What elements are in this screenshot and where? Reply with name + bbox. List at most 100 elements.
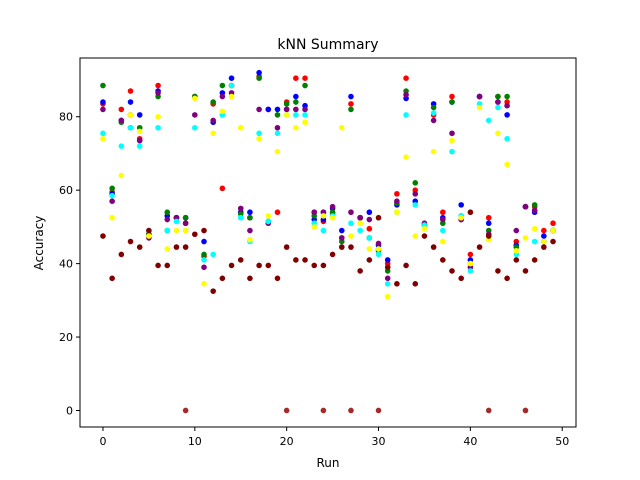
data-point — [476, 93, 483, 100]
data-point — [320, 227, 327, 234]
data-point — [384, 281, 391, 287]
data-point — [440, 227, 446, 234]
data-point — [256, 75, 262, 81]
data-point — [192, 95, 198, 102]
data-point — [384, 257, 391, 263]
data-point — [449, 130, 455, 137]
y-tick-label: 80 — [59, 111, 73, 124]
data-point — [293, 75, 299, 81]
data-point — [348, 209, 354, 216]
data-point — [504, 161, 510, 168]
data-point — [237, 205, 244, 212]
data-point — [375, 407, 382, 414]
data-point — [109, 214, 115, 221]
data-point — [366, 257, 373, 263]
data-point — [109, 192, 115, 199]
data-point — [302, 106, 308, 113]
data-point — [127, 99, 134, 105]
data-point — [100, 99, 106, 105]
data-point — [458, 275, 464, 282]
data-point — [412, 180, 419, 186]
data-point — [136, 128, 143, 135]
data-point — [219, 275, 226, 282]
data-point — [329, 214, 336, 221]
data-point — [283, 101, 290, 107]
x-tick-label: 50 — [555, 435, 569, 448]
data-point — [155, 262, 161, 269]
data-point — [531, 257, 538, 263]
data-point — [247, 275, 253, 282]
data-point — [247, 214, 253, 221]
data-point — [302, 119, 308, 126]
data-point — [311, 224, 318, 230]
data-point — [504, 93, 510, 100]
data-point — [228, 262, 235, 269]
data-point — [541, 238, 547, 245]
data-point — [155, 124, 161, 131]
data-point — [495, 268, 501, 274]
data-point — [504, 135, 510, 142]
data-point — [256, 262, 262, 269]
data-point — [348, 220, 354, 227]
data-point — [513, 227, 520, 234]
data-point — [274, 148, 281, 155]
data-point — [219, 108, 226, 115]
data-point — [100, 82, 106, 89]
data-point — [302, 257, 308, 263]
data-point — [467, 260, 474, 267]
data-point — [320, 213, 327, 219]
plot-frame — [79, 57, 577, 428]
data-point — [338, 235, 345, 241]
data-point — [412, 281, 419, 287]
data-point — [118, 251, 125, 258]
data-point — [366, 246, 373, 252]
data-point — [329, 203, 336, 210]
y-tick-label: 60 — [59, 184, 73, 197]
data-point — [348, 101, 354, 107]
data-point — [430, 104, 437, 111]
data-point — [256, 106, 262, 113]
x-tick-label: 40 — [463, 435, 477, 448]
data-point — [146, 233, 152, 239]
data-point — [192, 231, 198, 238]
data-point — [449, 148, 455, 155]
data-point — [127, 238, 134, 245]
data-point — [247, 209, 253, 216]
data-point — [522, 203, 529, 210]
data-point — [293, 99, 299, 105]
data-point — [531, 202, 538, 208]
data-point — [366, 225, 373, 232]
data-point — [274, 209, 281, 216]
data-point — [100, 135, 106, 142]
data-point — [210, 288, 216, 294]
data-point — [293, 257, 299, 263]
data-point — [164, 262, 171, 269]
data-point — [274, 124, 281, 131]
data-point — [237, 124, 244, 131]
data-point — [256, 130, 262, 137]
data-point — [440, 257, 446, 263]
data-point — [550, 227, 556, 234]
data-point — [155, 82, 161, 89]
data-point — [228, 75, 235, 81]
data-point — [274, 275, 281, 282]
data-point — [201, 281, 207, 287]
data-point — [495, 104, 501, 111]
data-point — [348, 106, 354, 113]
y-tick-label: 0 — [66, 404, 73, 417]
data-point — [522, 407, 529, 414]
data-point — [348, 93, 354, 100]
data-point — [164, 209, 171, 216]
y-tick-label: 40 — [59, 258, 73, 271]
data-point — [485, 220, 492, 227]
data-point — [403, 262, 409, 269]
data-point — [182, 244, 189, 250]
data-point — [522, 235, 529, 241]
data-point — [320, 262, 327, 269]
data-point — [256, 69, 262, 76]
data-point — [541, 227, 547, 234]
data-point — [504, 112, 510, 118]
data-point — [467, 268, 474, 274]
data-point — [164, 227, 171, 234]
data-point — [476, 104, 483, 111]
